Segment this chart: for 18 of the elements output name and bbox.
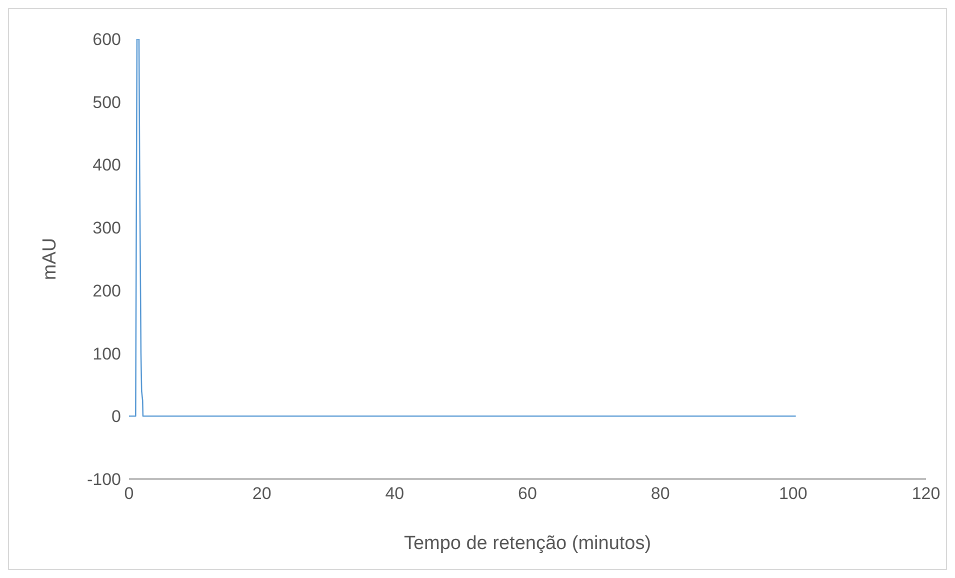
y-tick-label: 600: [92, 30, 121, 50]
x-tick-label: 120: [912, 484, 940, 504]
y-tick-label: 500: [92, 92, 121, 112]
x-tick-label: 100: [778, 484, 808, 504]
y-tick-label: 300: [92, 218, 121, 238]
y-tick-label: 100: [92, 344, 121, 364]
x-tick-label: 0: [124, 484, 134, 504]
x-tick-label: 80: [650, 484, 670, 504]
y-tick-label: -100: [86, 470, 121, 490]
x-tick-label: 60: [518, 484, 537, 504]
y-tick-label: 400: [92, 156, 121, 175]
x-tick-label: 40: [385, 484, 404, 504]
line-series: [129, 39, 796, 417]
x-tick-label: 20: [252, 484, 272, 504]
y-tick-label: 0: [112, 407, 121, 426]
y-axis-title: mAU: [40, 238, 61, 280]
x-axis-title: Tempo de retenção (minutos): [404, 533, 652, 554]
y-tick-label: 200: [92, 281, 121, 300]
